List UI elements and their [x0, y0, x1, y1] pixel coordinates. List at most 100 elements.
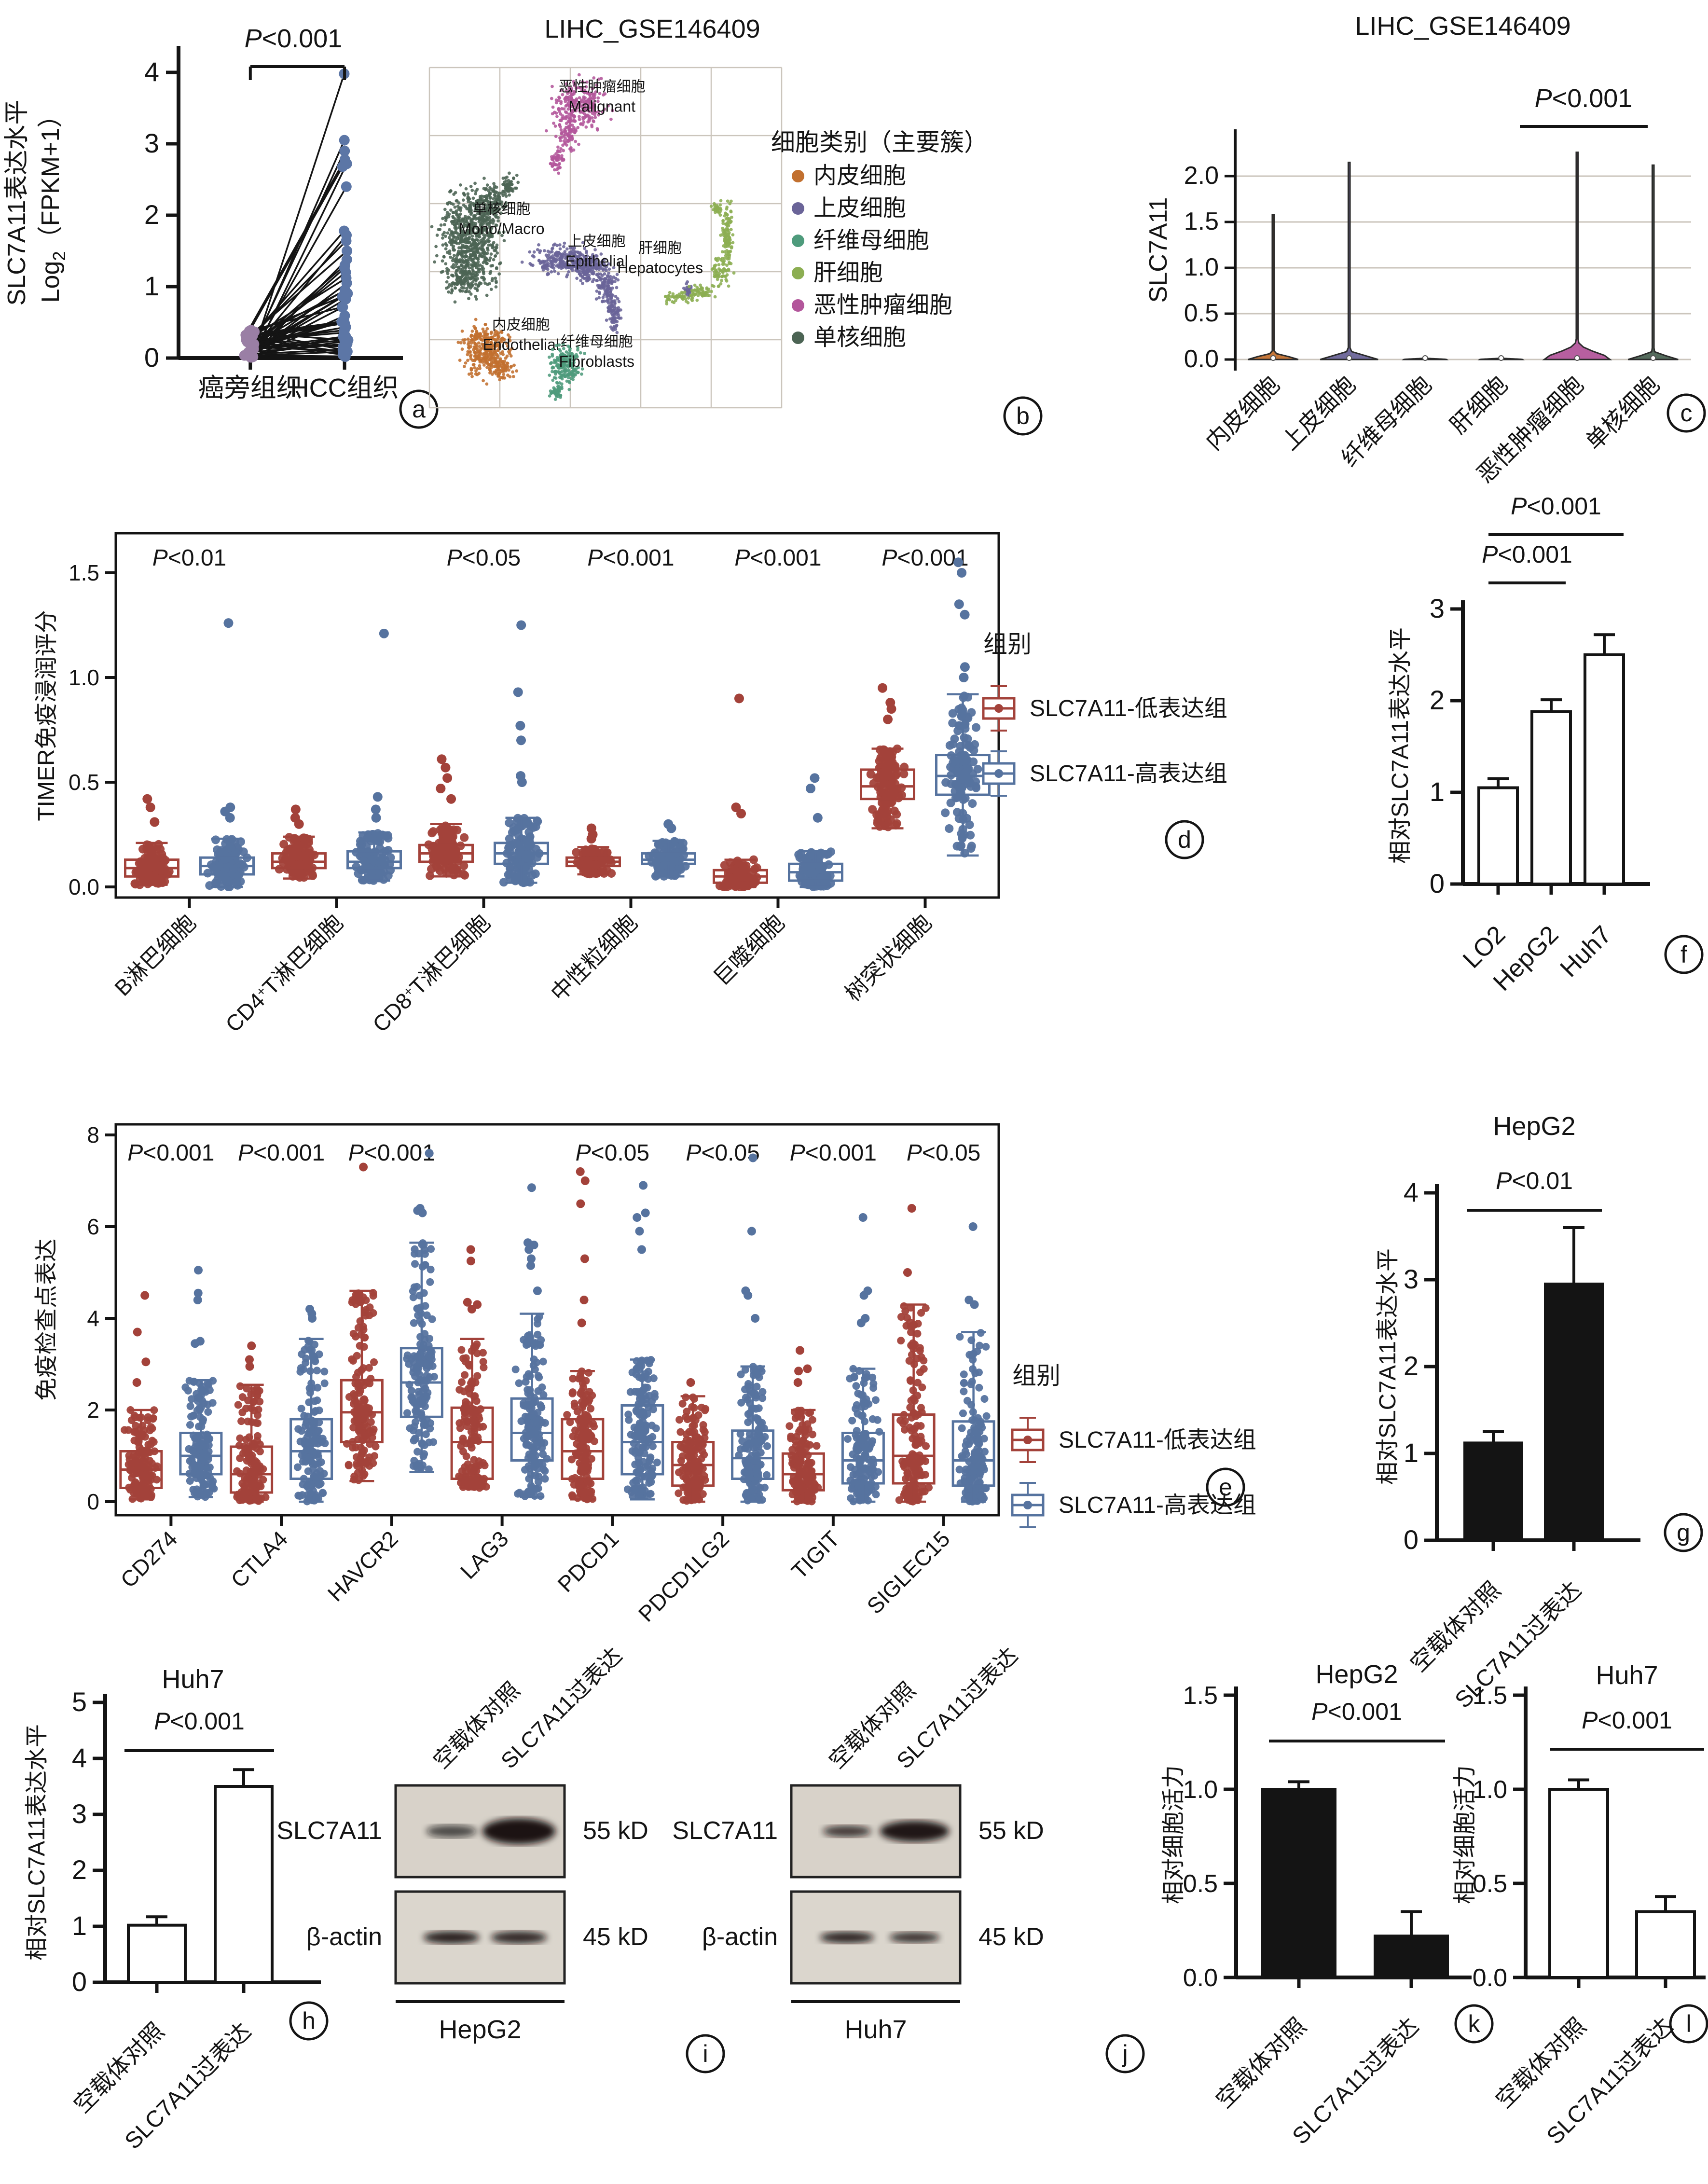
cluster-point — [460, 286, 464, 290]
cluster-point — [467, 297, 470, 301]
data-point — [882, 772, 892, 781]
cluster-point — [572, 148, 576, 152]
cluster-point — [435, 254, 439, 258]
cluster-point — [446, 276, 450, 279]
cluster-point — [567, 99, 571, 103]
cluster-point — [562, 158, 565, 161]
cluster-point — [718, 203, 722, 207]
cluster-point — [561, 252, 565, 256]
panel-tag-circle — [399, 389, 439, 429]
cluster-point — [551, 84, 554, 88]
cluster-point — [495, 280, 498, 284]
cluster-point — [446, 285, 450, 289]
legend-item-label: SLC7A11-低表达组 — [1030, 696, 1227, 721]
cluster-point — [566, 373, 570, 377]
outlier-point — [437, 754, 447, 764]
cluster-point — [580, 372, 583, 376]
cluster-point — [453, 300, 457, 304]
cluster-point — [582, 276, 586, 280]
cluster-point — [570, 99, 574, 103]
cluster-point — [469, 333, 473, 337]
cluster-point — [565, 82, 568, 86]
cluster-point — [716, 285, 720, 288]
pair-line — [254, 250, 348, 332]
cluster-point — [458, 359, 462, 362]
cluster-point — [515, 173, 519, 177]
cluster-point — [502, 239, 506, 243]
cluster-point — [493, 370, 497, 374]
data-point — [972, 723, 981, 732]
cluster-point — [566, 107, 570, 111]
cluster-point — [450, 289, 454, 292]
cluster-point — [562, 107, 566, 111]
cluster-point — [537, 243, 540, 247]
data-point — [146, 1456, 154, 1465]
cluster-point — [468, 350, 471, 354]
cluster-point — [476, 284, 480, 288]
data-point — [509, 823, 518, 832]
cluster-point — [491, 189, 495, 193]
cluster-point — [601, 110, 605, 114]
cluster-point — [569, 130, 573, 134]
cluster-point — [576, 270, 579, 273]
cluster-point — [456, 268, 459, 272]
cluster-point — [573, 114, 576, 118]
cluster-point — [552, 121, 555, 125]
data-point — [587, 844, 596, 853]
cluster-point — [597, 77, 601, 81]
cluster-point — [455, 199, 458, 203]
cluster-point — [616, 297, 620, 301]
cluster-point — [434, 245, 438, 249]
data-point — [428, 827, 438, 836]
cluster-point — [574, 139, 578, 143]
cluster-point — [531, 263, 535, 267]
cluster-point — [468, 197, 471, 201]
y-tick-label: 6 — [87, 1214, 99, 1239]
cluster-point — [723, 268, 727, 272]
cluster-point — [474, 192, 478, 195]
cluster-point — [453, 254, 456, 257]
outlier-point — [223, 618, 234, 628]
cluster-point — [567, 86, 571, 90]
cluster-point — [460, 329, 464, 333]
cluster-point — [596, 99, 600, 103]
cluster-point — [577, 86, 580, 90]
cluster-point — [435, 234, 439, 237]
data-point-right — [339, 318, 350, 329]
cluster-point — [720, 275, 724, 278]
cluster-point — [606, 306, 610, 310]
cluster-point — [557, 108, 560, 111]
y-tick-label: 0 — [87, 1489, 99, 1514]
cluster-point — [604, 291, 607, 295]
data-point — [962, 756, 971, 765]
cluster-point — [454, 260, 457, 263]
cluster-point — [573, 101, 577, 105]
cluster-point — [593, 115, 597, 119]
legend-swatch — [792, 299, 804, 312]
cluster-point — [588, 110, 592, 113]
cluster-point — [473, 181, 477, 185]
cluster-point — [482, 177, 486, 180]
cluster-point — [581, 281, 584, 285]
cluster-point — [687, 291, 690, 295]
cluster-point — [460, 249, 464, 253]
p-value-label: P<0.01 — [152, 545, 226, 571]
data-point — [233, 881, 242, 890]
cluster-point — [602, 281, 606, 285]
cluster-point — [558, 162, 561, 166]
cluster-point — [550, 97, 553, 100]
cluster-point — [690, 294, 694, 298]
outlier-point — [586, 834, 596, 844]
cluster-point — [480, 197, 484, 201]
cluster-point — [448, 249, 452, 253]
cluster-point — [726, 228, 730, 232]
y-tick-label: 8 — [87, 1122, 99, 1147]
cluster-point — [561, 143, 565, 147]
cluster-point — [566, 124, 570, 128]
cluster-point — [450, 231, 454, 235]
cluster-point — [558, 247, 562, 251]
cluster-point — [488, 195, 492, 199]
cluster-point — [467, 343, 470, 346]
data-point — [460, 833, 469, 842]
cluster-point — [590, 123, 593, 127]
